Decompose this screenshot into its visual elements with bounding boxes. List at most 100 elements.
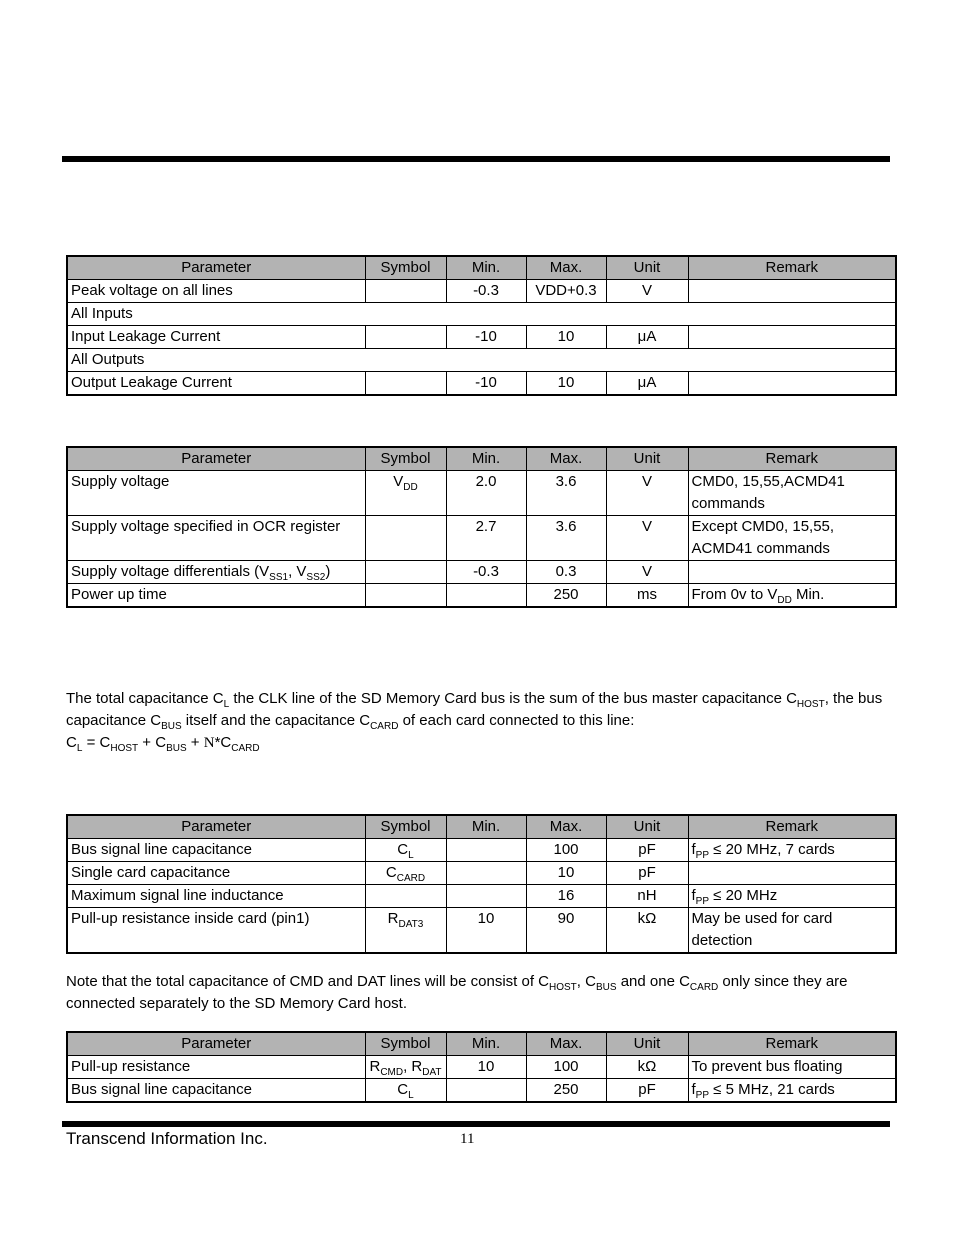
cmd-dat-capacitance-note: Note that the total capacitance of CMD a… (66, 971, 904, 1015)
table-cell: 16 (525, 883, 607, 908)
table-cell: fPP ≤ 20 MHz (687, 883, 897, 908)
table-cell: CL (364, 1077, 447, 1102)
table-cell: pF (605, 860, 689, 885)
column-header: Unit (605, 255, 689, 280)
column-header: Symbol (364, 446, 447, 471)
table-cell: Pull-up resistance inside card (pin1) (66, 906, 366, 953)
operating-voltage-table: Parameter Symbol Min. Max. Unit Remark Supply … (66, 446, 897, 608)
table-cell: CMD0, 15,55,ACMD41 commands (687, 469, 897, 516)
table-cell (364, 278, 447, 303)
top-divider-rule (62, 156, 890, 162)
table-cell: CCARD (364, 860, 447, 885)
table-row: Supply voltage VDD 2.0 3.6 V CMD0, 15,55,ACMD… (66, 469, 897, 516)
column-header: Max. (525, 1031, 607, 1056)
table-cell: Except CMD0, 15,55, ACMD41 commands (687, 514, 897, 561)
table-cell: CL (364, 837, 447, 862)
column-header: Parameter (66, 1031, 366, 1056)
table-cell: RCMD, RDAT (364, 1054, 447, 1079)
serif-symbol: N (203, 735, 215, 751)
table-cell: 250 (525, 582, 607, 607)
table-header-row: Parameter Symbol Min. Max. Unit Remark (66, 446, 897, 471)
table-cell (687, 370, 897, 395)
table-row: All Inputs (66, 301, 897, 326)
table-cell: RDAT3 (364, 906, 447, 953)
column-header: Parameter (66, 814, 366, 839)
table-cell (445, 860, 527, 885)
table-row: Peak voltage on all lines -0.3 VDD+0.3 V (66, 278, 897, 303)
table-cell (687, 860, 897, 885)
column-header: Unit (605, 814, 689, 839)
column-header: Remark (687, 446, 897, 471)
table-cell: To prevent bus floating (687, 1054, 897, 1079)
column-header: Max. (525, 814, 607, 839)
table-span-cell: All Inputs (66, 301, 897, 326)
table-row: Pull-up resistance RCMD, RDAT 10 100 kΩ To pr… (66, 1054, 897, 1079)
table-row: All Outputs (66, 347, 897, 372)
table-cell: V (605, 559, 689, 584)
column-header: Max. (525, 255, 607, 280)
table-cell: Output Leakage Current (66, 370, 366, 395)
table-cell: 10 (445, 906, 527, 953)
table-header-row: Parameter Symbol Min. Max. Unit Remark (66, 1031, 897, 1056)
table-span-cell: All Outputs (66, 347, 897, 372)
table-cell: 10 (525, 860, 607, 885)
table-cell: Peak voltage on all lines (66, 278, 366, 303)
paragraph-line: connected separately to the SD Memory Ca… (66, 995, 408, 1012)
table-cell: 10 (525, 324, 607, 349)
paragraph-line: capacitance CBUS itself and the capacita… (66, 712, 635, 732)
table-cell: 3.6 (525, 514, 607, 561)
column-header: Unit (605, 446, 689, 471)
table-cell (687, 559, 897, 584)
column-header: Min. (445, 1031, 527, 1056)
table-cell: Single card capacitance (66, 860, 366, 885)
table-cell (364, 582, 447, 607)
table-cell: fPP ≤ 5 MHz, 21 cards (687, 1077, 897, 1102)
table-cell: Pull-up resistance (66, 1054, 366, 1079)
table-cell: 0.3 (525, 559, 607, 584)
table-cell (364, 324, 447, 349)
table-cell (364, 370, 447, 395)
column-header: Symbol (364, 1031, 447, 1056)
table-cell: Bus signal line capacitance (66, 837, 366, 862)
table-cell: 2.7 (445, 514, 527, 561)
table-cell: VDD (364, 469, 447, 516)
table-row: Output Leakage Current -10 10 μA (66, 370, 897, 395)
table-cell: V (605, 514, 689, 561)
column-header: Parameter (66, 446, 366, 471)
table-cell: 90 (525, 906, 607, 953)
table-row: Supply voltage specified in OCR register… (66, 514, 897, 561)
table-cell: 10 (525, 370, 607, 395)
table-cell: Input Leakage Current (66, 324, 366, 349)
table-row: Bus signal line capacitance CL 100 pF fPP ≤ … (66, 837, 897, 862)
table-cell: 250 (525, 1077, 607, 1102)
table-cell: -0.3 (445, 278, 527, 303)
table-cell (364, 514, 447, 561)
table-cell (364, 883, 447, 908)
table-row: Bus signal line capacitance CL 250 pF fPP ≤ … (66, 1077, 897, 1102)
table-cell: May be used for card detection (687, 906, 897, 953)
table-cell: 2.0 (445, 469, 527, 516)
table-row: Supply voltage differentials (VSS1, VSS2… (66, 559, 897, 584)
table-header-row: Parameter Symbol Min. Max. Unit Remark (66, 255, 897, 280)
table-cell: Power up time (66, 582, 366, 607)
table-cell (687, 278, 897, 303)
column-header: Min. (445, 446, 527, 471)
table-cell: -10 (445, 324, 527, 349)
table-row: Single card capacitance CCARD 10 pF (66, 860, 897, 885)
bus-signal-line-load-cmd-dat: Parameter Symbol Min. Max. Unit Remark Pull-up… (66, 1031, 897, 1103)
table-cell: Bus signal line capacitance (66, 1077, 366, 1102)
column-header: Symbol (364, 255, 447, 280)
table-cell: Supply voltage (66, 469, 366, 516)
table-cell: 3.6 (525, 469, 607, 516)
paragraph-line: The total capacitance CL the CLK line of… (66, 690, 883, 710)
table-cell (687, 324, 897, 349)
table-cell: -0.3 (445, 559, 527, 584)
table-cell (445, 582, 527, 607)
table-cell: Supply voltage differentials (VSS1, VSS2… (66, 559, 366, 584)
table-cell: -10 (445, 370, 527, 395)
column-header: Symbol (364, 814, 447, 839)
column-header: Max. (525, 446, 607, 471)
table-cell: Maximum signal line inductance (66, 883, 366, 908)
table-cell: μA (605, 324, 689, 349)
